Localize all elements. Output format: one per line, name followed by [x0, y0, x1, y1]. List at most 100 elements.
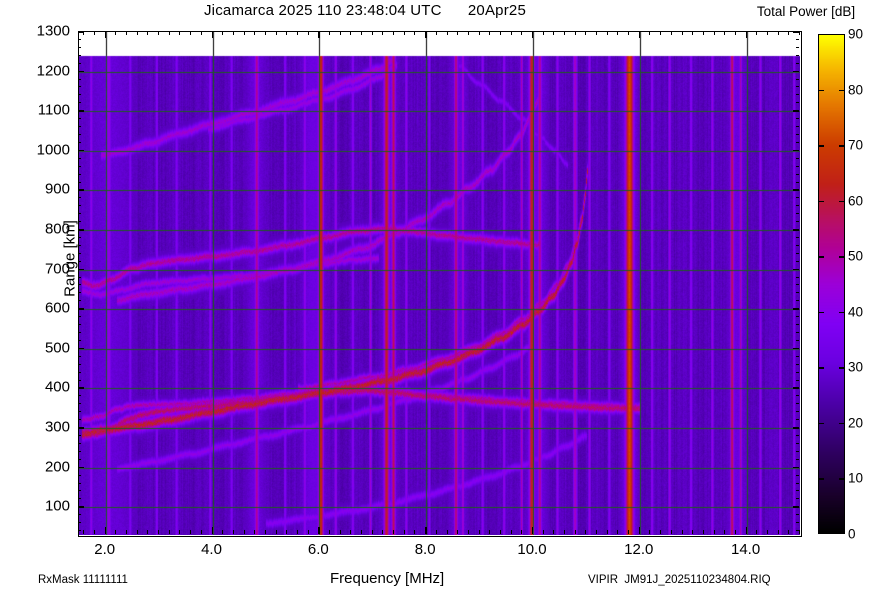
axis-minor-tick [796, 54, 799, 56]
axis-minor-tick [393, 530, 395, 534]
axis-minor-tick [264, 31, 266, 35]
axis-minor-tick [446, 31, 448, 35]
axis-minor-tick [713, 530, 715, 534]
axis-minor-tick [275, 31, 277, 35]
axis-minor-tick [78, 482, 81, 484]
colorbar-tick [818, 367, 824, 369]
axis-minor-tick [713, 31, 715, 35]
axis-minor-tick [243, 530, 245, 534]
axis-minor-tick [478, 530, 480, 534]
axis-minor-tick [339, 530, 341, 534]
axis-minor-tick [766, 31, 768, 35]
axis-minor-tick [796, 371, 799, 373]
axis-minor-tick [796, 149, 799, 151]
axis-minor-tick [78, 450, 81, 452]
axis-minor-tick [350, 31, 352, 35]
axis-minor-tick [796, 268, 799, 270]
axis-minor-tick [796, 229, 799, 231]
source-file-label: VIPIR JM91J_2025110234804.RIQ [588, 574, 771, 586]
y-axis-tick-label: 1000 [36, 141, 70, 159]
axis-minor-tick [78, 110, 81, 112]
axis-minor-tick [796, 434, 799, 436]
colorbar-title: Total Power [dB] [756, 4, 856, 19]
axis-minor-tick [796, 244, 799, 246]
axis-minor-tick [796, 165, 799, 167]
axis-minor-tick [179, 530, 181, 534]
axis-minor-tick [796, 490, 799, 492]
x-axis-tick-label: 2.0 [94, 541, 116, 558]
y-axis-tick-label: 1300 [36, 22, 70, 40]
x-axis-tick-label: 8.0 [414, 541, 436, 558]
y-axis-tick-label: 800 [44, 220, 70, 238]
axis-minor-tick [78, 165, 81, 167]
page-title: Jicamarca 2025 110 23:48:04 UTC 20Apr25 [203, 2, 527, 19]
axis-minor-tick [606, 530, 608, 534]
axis-minor-tick [78, 332, 81, 333]
axis-minor-tick [78, 173, 81, 175]
colorbar-tick [818, 311, 824, 314]
axis-minor-tick [796, 260, 799, 262]
axis-minor-tick [78, 442, 81, 444]
axis-minor-tick [796, 308, 799, 310]
axis-minor-tick [147, 31, 149, 35]
axis-minor-tick [681, 31, 683, 35]
axis-minor-tick [232, 31, 234, 35]
axis-minor-tick [147, 530, 149, 534]
axis-minor-tick [78, 62, 81, 64]
axis-minor-tick [467, 530, 469, 534]
axis-minor-tick [734, 31, 736, 35]
axis-minor-tick [94, 530, 96, 534]
axis-minor-tick [796, 379, 799, 381]
colorbar-tick-label: 90 [848, 26, 864, 42]
colorbar[interactable] [818, 34, 845, 534]
colorbar-tick-label: 0 [848, 526, 856, 542]
axis-minor-tick [796, 284, 799, 286]
axis-minor-tick [78, 363, 81, 365]
axis-minor-tick [254, 31, 256, 35]
ionogram-plot-area[interactable] [78, 31, 802, 537]
axis-minor-tick [796, 126, 799, 128]
axis-minor-tick [446, 530, 448, 534]
colorbar-tick-label: 60 [848, 193, 864, 209]
y-axis-tick-label: 200 [44, 458, 70, 476]
colorbar-tick [839, 145, 845, 147]
axis-minor-tick [724, 31, 726, 35]
ionogram-canvas[interactable] [79, 32, 800, 535]
axis-minor-tick [649, 530, 651, 534]
axis-minor-tick [403, 530, 405, 534]
axis-minor-tick [78, 324, 81, 326]
axis-minor-tick [596, 31, 598, 35]
axis-tick [104, 527, 107, 534]
axis-minor-tick [78, 181, 81, 183]
axis-minor-tick [78, 94, 81, 96]
axis-minor-tick [254, 530, 256, 534]
axis-minor-tick [78, 213, 81, 215]
axis-minor-tick [564, 31, 565, 35]
axis-minor-tick [78, 221, 81, 223]
axis-minor-tick [296, 31, 298, 35]
axis-minor-tick [158, 31, 160, 35]
axis-minor-tick [190, 530, 192, 534]
axis-minor-tick [78, 133, 81, 135]
colorbar-tick-label: 50 [848, 248, 864, 264]
colorbar-tick [839, 256, 845, 258]
axis-minor-tick [126, 530, 128, 534]
y-axis-tick-label: 500 [44, 339, 70, 357]
axis-minor-tick [796, 236, 799, 238]
colorbar-tick [818, 89, 824, 92]
axis-tick [211, 31, 214, 38]
axis-minor-tick [649, 31, 651, 35]
axis-tick [78, 308, 84, 310]
axis-minor-tick [78, 197, 81, 199]
axis-minor-tick [78, 474, 81, 476]
axis-minor-tick [796, 173, 799, 175]
axis-minor-tick [796, 403, 799, 405]
axis-minor-tick [361, 530, 363, 534]
axis-minor-tick [596, 530, 598, 534]
axis-minor-tick [617, 530, 619, 534]
axis-minor-tick [78, 506, 81, 508]
axis-minor-tick [796, 197, 799, 199]
axis-minor-tick [264, 530, 266, 534]
axis-minor-tick [510, 530, 512, 534]
x-axis-tick-label: 14.0 [730, 541, 761, 558]
